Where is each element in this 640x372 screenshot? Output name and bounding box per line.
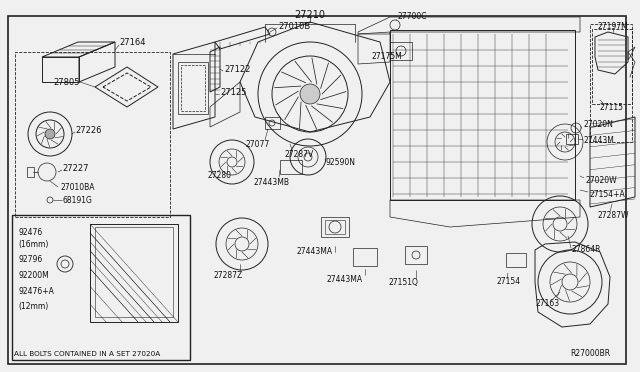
Text: (16mm): (16mm): [18, 240, 49, 248]
Text: 27164: 27164: [119, 38, 145, 46]
Text: 27020W: 27020W: [586, 176, 618, 185]
Bar: [178, 62, 208, 114]
Text: 92476+A: 92476+A: [18, 288, 54, 296]
Text: 27805: 27805: [54, 77, 80, 87]
Text: 27197M: 27197M: [598, 22, 628, 31]
Text: 68191G: 68191G: [62, 196, 92, 205]
Text: 27700C: 27700C: [398, 12, 428, 20]
Bar: [405, 246, 427, 264]
Bar: [592, 29, 632, 104]
Text: R27000BR: R27000BR: [570, 350, 610, 359]
Text: 92476: 92476: [18, 228, 42, 237]
Text: 27175M: 27175M: [372, 51, 403, 61]
Text: 27443MB: 27443MB: [254, 177, 290, 186]
Text: 27443MA: 27443MA: [297, 247, 333, 257]
Text: 27443M: 27443M: [584, 135, 615, 144]
Text: 27864R: 27864R: [572, 246, 602, 254]
Text: 27163: 27163: [536, 299, 560, 308]
Bar: [12, 215, 190, 360]
Bar: [321, 217, 349, 237]
Text: 27287Z: 27287Z: [213, 270, 243, 279]
Bar: [27, 167, 34, 177]
Bar: [353, 248, 377, 266]
Text: 27227: 27227: [62, 164, 88, 173]
Bar: [265, 117, 280, 129]
Text: (12mm): (12mm): [18, 301, 48, 311]
Text: 27010BA: 27010BA: [60, 183, 95, 192]
Text: 27280: 27280: [207, 170, 231, 180]
Text: 27154+A: 27154+A: [590, 189, 626, 199]
Bar: [590, 24, 632, 142]
Text: 27115: 27115: [600, 103, 624, 112]
Text: 27226: 27226: [75, 125, 102, 135]
Bar: [181, 65, 205, 111]
Text: 27154: 27154: [497, 278, 521, 286]
Text: 92590N: 92590N: [326, 157, 356, 167]
Text: 27010B: 27010B: [278, 22, 310, 31]
Text: 27020N: 27020N: [584, 119, 614, 128]
Text: 27122: 27122: [224, 64, 250, 74]
Text: 92796: 92796: [18, 256, 42, 264]
Bar: [280, 160, 302, 174]
Circle shape: [300, 84, 320, 104]
Text: 27210: 27210: [294, 10, 326, 20]
Bar: [325, 220, 345, 234]
Bar: [566, 134, 578, 144]
Text: 27443MA: 27443MA: [327, 275, 363, 283]
Text: 27287W: 27287W: [598, 211, 630, 219]
Bar: [390, 30, 575, 200]
Bar: [390, 42, 412, 60]
Text: 27077: 27077: [246, 140, 270, 148]
Text: 27151Q: 27151Q: [388, 278, 418, 286]
Text: 27125: 27125: [220, 87, 246, 96]
Text: ALL BOLTS CONTAINED IN A SET 27020A: ALL BOLTS CONTAINED IN A SET 27020A: [14, 351, 160, 357]
Bar: [15, 52, 170, 217]
Circle shape: [45, 129, 55, 139]
Bar: [506, 253, 526, 267]
Text: 92200M: 92200M: [18, 272, 49, 280]
Text: 27287V: 27287V: [285, 150, 314, 158]
